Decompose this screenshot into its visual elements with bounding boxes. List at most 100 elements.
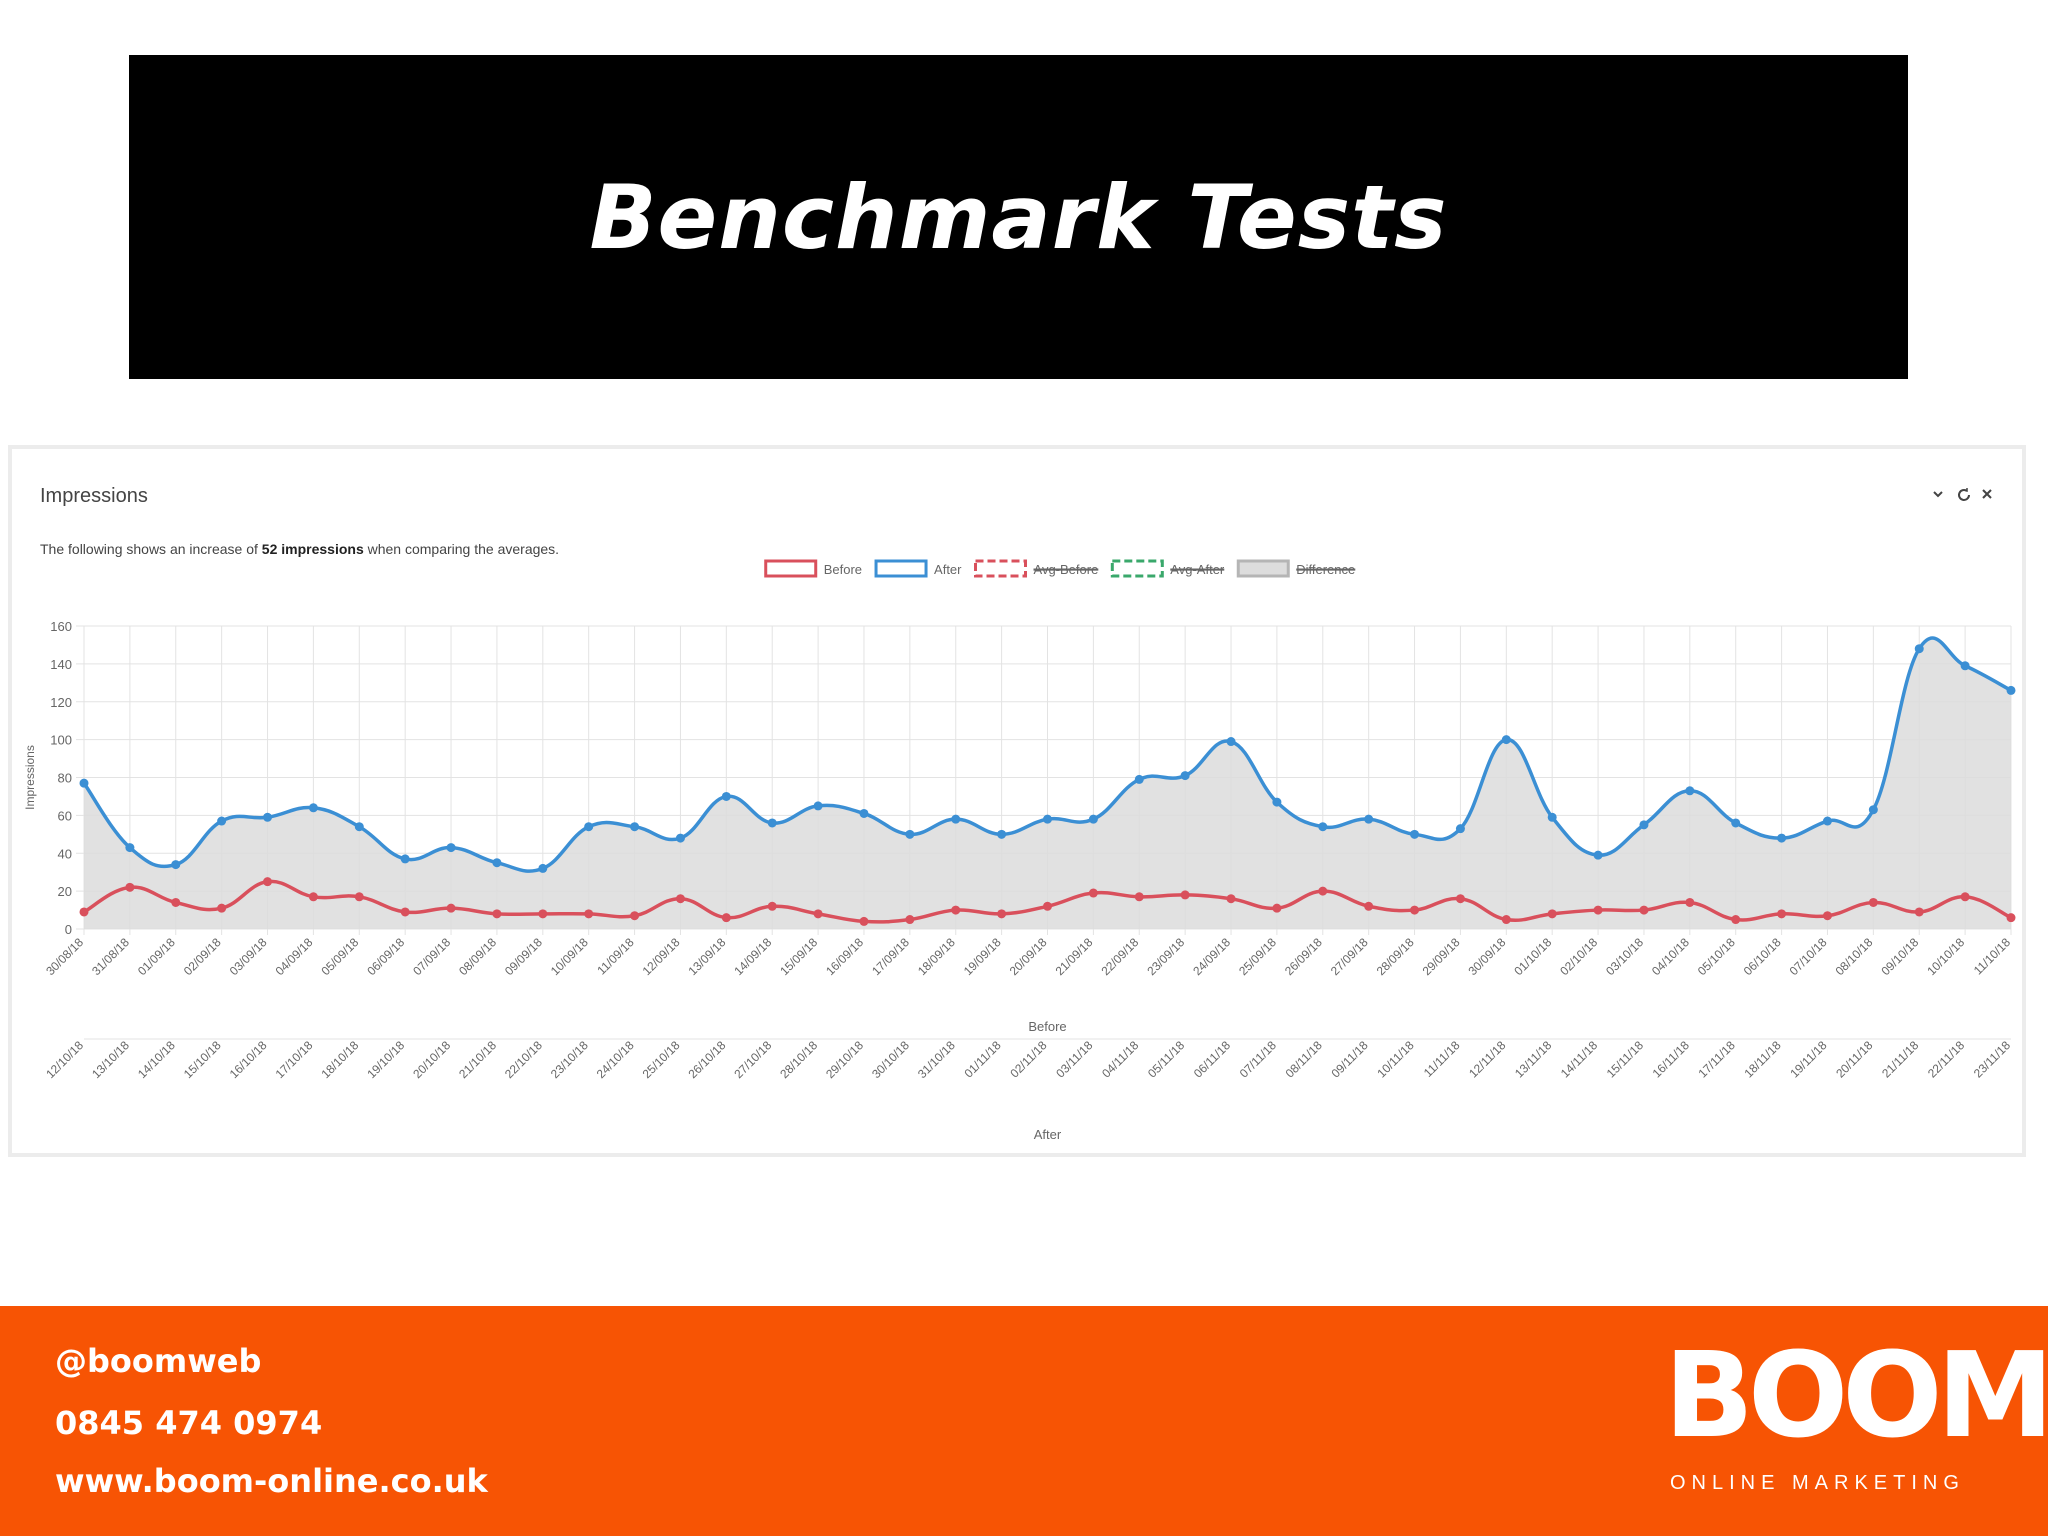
x-tick-label: 20/09/18	[1007, 935, 1050, 978]
y-axis-title: Impressions	[23, 745, 37, 810]
x2-tick-label: 20/10/18	[410, 1038, 453, 1081]
y-tick-label: 160	[50, 619, 72, 634]
legend-item[interactable]: Avg-Before	[974, 559, 1099, 578]
point	[905, 829, 915, 839]
x-tick-label: 02/09/18	[181, 935, 224, 978]
legend-item[interactable]: Avg-After	[1110, 559, 1225, 578]
y-tick-label: 80	[58, 771, 72, 786]
point	[538, 863, 548, 873]
x-tick-label: 19/09/18	[961, 935, 1004, 978]
x2-tick-label: 10/11/18	[1374, 1038, 1417, 1081]
legend-swatch	[874, 559, 928, 578]
point	[1501, 735, 1511, 745]
point	[217, 903, 227, 913]
point	[308, 803, 318, 813]
x-tick-label: 01/09/18	[135, 935, 178, 978]
y-tick-label: 40	[58, 846, 72, 861]
x2-tick-label: 11/11/18	[1421, 1038, 1463, 1080]
x2-tick-label: 06/11/18	[1191, 1038, 1234, 1081]
point	[1455, 824, 1465, 834]
y-tick-label: 100	[50, 733, 72, 748]
close-button[interactable]	[1982, 489, 1992, 499]
point	[1318, 822, 1328, 832]
point	[1318, 886, 1328, 896]
description-highlight: 52 impressions	[261, 541, 364, 557]
x2-tick-label: 16/11/18	[1650, 1038, 1693, 1081]
x2-tick-label: 16/10/18	[227, 1038, 270, 1081]
line	[82, 636, 2012, 873]
point	[997, 909, 1007, 919]
x-tick-label: 14/09/18	[731, 935, 774, 978]
point	[905, 915, 915, 925]
point	[1822, 816, 1832, 826]
x-tick-label: 24/09/18	[1190, 935, 1233, 978]
x-tick-label: 13/09/18	[686, 935, 729, 978]
point	[1685, 786, 1695, 796]
legend-item[interactable]: Difference	[1236, 559, 1356, 578]
x2-tick-label: 27/10/18	[731, 1038, 774, 1081]
x-tick-label: 04/09/18	[273, 935, 316, 978]
contact-website: www.boom-online.co.uk	[55, 1462, 488, 1500]
x-tick-label: 11/09/18	[594, 935, 637, 978]
x-tick-label: 06/09/18	[364, 935, 407, 978]
x2-tick-label: 22/11/18	[1925, 1038, 1968, 1081]
x2-tick-label: 30/10/18	[869, 1038, 912, 1081]
point	[2006, 685, 2016, 695]
point	[538, 909, 548, 919]
x2-tick-label: 01/11/18	[961, 1038, 1004, 1081]
x-tick-label: 03/09/18	[227, 935, 270, 978]
legend-swatch	[974, 559, 1028, 578]
point	[630, 911, 640, 921]
point	[997, 829, 1007, 839]
point	[1043, 814, 1052, 824]
x2-tick-label: 08/11/18	[1283, 1038, 1326, 1081]
x2-tick-label: 18/11/18	[1741, 1038, 1784, 1081]
header-banner: Benchmark Tests	[129, 55, 1908, 379]
legend-item[interactable]: Before	[764, 559, 862, 578]
x2-tick-label: 22/10/18	[502, 1038, 545, 1081]
point	[1180, 771, 1190, 781]
area	[84, 638, 2011, 929]
point	[308, 892, 318, 902]
x2-tick-label: 19/10/18	[364, 1038, 407, 1081]
point	[400, 854, 410, 864]
point	[446, 903, 456, 913]
y-tick-label: 20	[58, 884, 72, 899]
x-tick-label: 30/08/18	[43, 935, 86, 978]
x-tick-label: 12/09/18	[640, 935, 683, 978]
x-tick-label: 09/09/18	[502, 935, 545, 978]
x2-tick-label: 20/11/18	[1833, 1038, 1876, 1081]
point	[1777, 833, 1787, 843]
x-tick-label: 29/09/18	[1420, 935, 1463, 978]
point	[1731, 818, 1741, 828]
x2-tick-label: 17/10/18	[273, 1038, 316, 1081]
x-tick-label: 22/09/18	[1098, 935, 1141, 978]
point	[79, 907, 89, 917]
contact-handle: @boomweb	[55, 1342, 262, 1380]
x-tick-label: 04/10/18	[1649, 935, 1692, 978]
point	[1272, 797, 1282, 807]
point	[767, 901, 777, 911]
legend-item[interactable]: After	[874, 559, 962, 578]
point	[492, 909, 502, 919]
point	[1364, 814, 1374, 824]
x-tick-label: 05/09/18	[318, 935, 361, 978]
refresh-button[interactable]	[1958, 488, 1970, 501]
point	[584, 909, 594, 919]
x-tick-label: 23/09/18	[1144, 935, 1187, 978]
legend-label: After	[934, 562, 962, 577]
x2-tick-label: 23/10/18	[548, 1038, 591, 1081]
collapse-button[interactable]	[1933, 491, 1943, 498]
x2-tick-label: 19/11/18	[1787, 1038, 1830, 1081]
legend-label: Before	[824, 562, 862, 577]
x-tick-label: 26/09/18	[1282, 935, 1325, 978]
point	[171, 897, 181, 907]
point	[263, 812, 273, 822]
x2-tick-label: 15/11/18	[1604, 1038, 1647, 1081]
x2-tick-label: 28/10/18	[777, 1038, 820, 1081]
widget-title: Impressions	[40, 485, 148, 507]
point	[125, 882, 135, 892]
widget-description: The following shows an increase of 52 im…	[40, 541, 559, 557]
x-tick-label: 31/08/18	[89, 935, 132, 978]
